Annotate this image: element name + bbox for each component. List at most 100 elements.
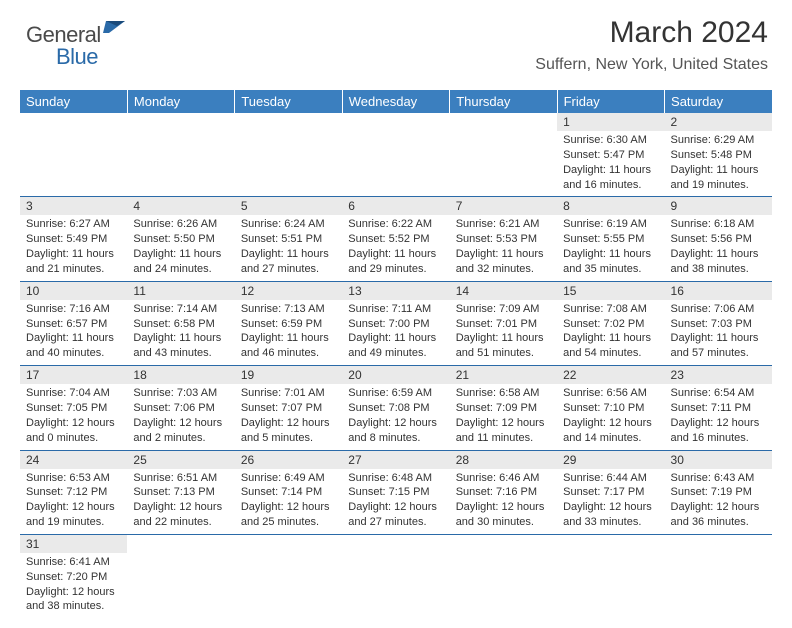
daynum-row: 12: [20, 113, 772, 131]
header: General Blue March 2024 Suffern, New Yor…: [20, 16, 772, 84]
daylight-text: Daylight: 11 hours: [241, 247, 336, 262]
day-number-cell: [127, 534, 234, 553]
day-number-cell: 28: [450, 450, 557, 469]
day-number-cell: [342, 113, 449, 131]
day-info-cell: Sunrise: 7:04 AMSunset: 7:05 PMDaylight:…: [20, 384, 127, 450]
sunset-text: Sunset: 7:11 PM: [671, 401, 766, 416]
sunset-text: Sunset: 7:14 PM: [241, 485, 336, 500]
info-row: Sunrise: 6:41 AMSunset: 7:20 PMDaylight:…: [20, 553, 772, 618]
daylight-text: Daylight: 11 hours: [671, 163, 766, 178]
sunrise-text: Sunrise: 7:09 AM: [456, 302, 551, 317]
sunset-text: Sunset: 7:00 PM: [348, 317, 443, 332]
day-info-cell: [127, 553, 234, 618]
day-info-cell: Sunrise: 6:49 AMSunset: 7:14 PMDaylight:…: [235, 469, 342, 535]
weekday-header: Thursday: [450, 90, 557, 113]
daylight-text2: and 5 minutes.: [241, 431, 336, 446]
sunrise-text: Sunrise: 6:53 AM: [26, 471, 121, 486]
sunrise-text: Sunrise: 7:03 AM: [133, 386, 228, 401]
sunrise-text: Sunrise: 6:22 AM: [348, 217, 443, 232]
day-info-cell: [557, 553, 664, 618]
daynum-row: 3456789: [20, 197, 772, 216]
daylight-text2: and 36 minutes.: [671, 515, 766, 530]
day-number-cell: 23: [665, 366, 772, 385]
daynum-row: 10111213141516: [20, 281, 772, 300]
daylight-text: Daylight: 11 hours: [671, 247, 766, 262]
daylight-text2: and 38 minutes.: [26, 599, 121, 614]
daylight-text2: and 22 minutes.: [133, 515, 228, 530]
day-number-cell: [557, 534, 664, 553]
day-number-cell: [450, 113, 557, 131]
daylight-text: Daylight: 11 hours: [26, 247, 121, 262]
sunrise-text: Sunrise: 6:46 AM: [456, 471, 551, 486]
day-number-cell: 15: [557, 281, 664, 300]
day-info-cell: [127, 131, 234, 197]
sunrise-text: Sunrise: 6:43 AM: [671, 471, 766, 486]
title-location: Suffern, New York, United States: [535, 56, 768, 74]
daylight-text2: and 38 minutes.: [671, 262, 766, 277]
weekday-header-row: Sunday Monday Tuesday Wednesday Thursday…: [20, 90, 772, 113]
day-info-cell: Sunrise: 7:08 AMSunset: 7:02 PMDaylight:…: [557, 300, 664, 366]
daylight-text2: and 19 minutes.: [26, 515, 121, 530]
daylight-text2: and 25 minutes.: [241, 515, 336, 530]
sunset-text: Sunset: 6:57 PM: [26, 317, 121, 332]
day-number-cell: 26: [235, 450, 342, 469]
daylight-text: Daylight: 12 hours: [26, 416, 121, 431]
day-info-cell: Sunrise: 7:03 AMSunset: 7:06 PMDaylight:…: [127, 384, 234, 450]
daylight-text: Daylight: 12 hours: [133, 416, 228, 431]
daylight-text2: and 27 minutes.: [348, 515, 443, 530]
sunrise-text: Sunrise: 6:54 AM: [671, 386, 766, 401]
daylight-text: Daylight: 12 hours: [133, 500, 228, 515]
day-info-cell: [20, 131, 127, 197]
sunrise-text: Sunrise: 6:26 AM: [133, 217, 228, 232]
sunrise-text: Sunrise: 6:27 AM: [26, 217, 121, 232]
day-number-cell: [235, 113, 342, 131]
day-info-cell: [450, 553, 557, 618]
sunset-text: Sunset: 5:48 PM: [671, 148, 766, 163]
sunset-text: Sunset: 5:52 PM: [348, 232, 443, 247]
day-number-cell: 16: [665, 281, 772, 300]
daylight-text: Daylight: 11 hours: [456, 331, 551, 346]
sunset-text: Sunset: 7:16 PM: [456, 485, 551, 500]
sunrise-text: Sunrise: 7:13 AM: [241, 302, 336, 317]
daylight-text2: and 32 minutes.: [456, 262, 551, 277]
day-number-cell: 2: [665, 113, 772, 131]
info-row: Sunrise: 7:04 AMSunset: 7:05 PMDaylight:…: [20, 384, 772, 450]
sunset-text: Sunset: 7:07 PM: [241, 401, 336, 416]
daylight-text2: and 35 minutes.: [563, 262, 658, 277]
info-row: Sunrise: 6:27 AMSunset: 5:49 PMDaylight:…: [20, 215, 772, 281]
sunrise-text: Sunrise: 6:19 AM: [563, 217, 658, 232]
sunset-text: Sunset: 7:08 PM: [348, 401, 443, 416]
sunrise-text: Sunrise: 7:08 AM: [563, 302, 658, 317]
day-number-cell: 27: [342, 450, 449, 469]
day-info-cell: Sunrise: 6:22 AMSunset: 5:52 PMDaylight:…: [342, 215, 449, 281]
day-number-cell: 14: [450, 281, 557, 300]
weekday-header: Wednesday: [342, 90, 449, 113]
daylight-text: Daylight: 12 hours: [671, 500, 766, 515]
day-info-cell: Sunrise: 7:14 AMSunset: 6:58 PMDaylight:…: [127, 300, 234, 366]
weekday-header: Sunday: [20, 90, 127, 113]
day-info-cell: [342, 553, 449, 618]
sunrise-text: Sunrise: 7:06 AM: [671, 302, 766, 317]
sunrise-text: Sunrise: 6:59 AM: [348, 386, 443, 401]
daylight-text: Daylight: 11 hours: [133, 247, 228, 262]
daylight-text: Daylight: 11 hours: [563, 247, 658, 262]
day-info-cell: [450, 131, 557, 197]
day-number-cell: 24: [20, 450, 127, 469]
day-info-cell: Sunrise: 6:41 AMSunset: 7:20 PMDaylight:…: [20, 553, 127, 618]
day-number-cell: [235, 534, 342, 553]
sunset-text: Sunset: 7:05 PM: [26, 401, 121, 416]
sunrise-text: Sunrise: 6:41 AM: [26, 555, 121, 570]
daylight-text: Daylight: 11 hours: [348, 247, 443, 262]
daylight-text2: and 14 minutes.: [563, 431, 658, 446]
day-info-cell: Sunrise: 6:27 AMSunset: 5:49 PMDaylight:…: [20, 215, 127, 281]
sunset-text: Sunset: 7:03 PM: [671, 317, 766, 332]
sunset-text: Sunset: 6:59 PM: [241, 317, 336, 332]
daynum-row: 24252627282930: [20, 450, 772, 469]
day-number-cell: 8: [557, 197, 664, 216]
day-info-cell: [342, 131, 449, 197]
sunrise-text: Sunrise: 6:49 AM: [241, 471, 336, 486]
sunset-text: Sunset: 7:10 PM: [563, 401, 658, 416]
sunset-text: Sunset: 7:02 PM: [563, 317, 658, 332]
day-number-cell: 9: [665, 197, 772, 216]
day-number-cell: 19: [235, 366, 342, 385]
